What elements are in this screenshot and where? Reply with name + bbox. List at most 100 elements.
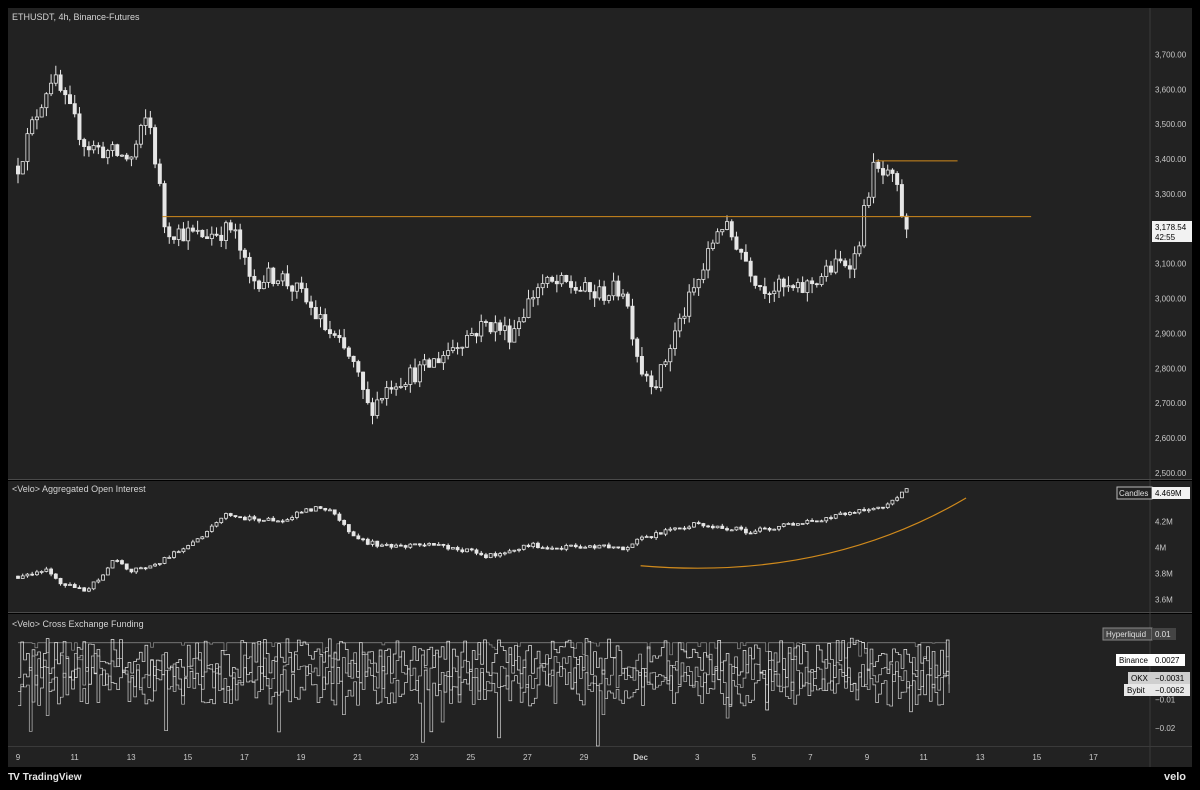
candle-body	[389, 387, 394, 390]
funding-pane-bg[interactable]	[8, 614, 1192, 747]
candle-body	[167, 557, 172, 559]
candle-body	[554, 280, 559, 285]
price-pane-title[interactable]: ETHUSDT, 4h, Binance-Futures	[12, 12, 140, 22]
candle-body	[25, 573, 30, 577]
candle-body	[729, 221, 734, 238]
candle-body	[899, 491, 904, 499]
time-axis-bg[interactable]	[8, 747, 1192, 767]
time-tick-label: 19	[297, 753, 306, 762]
candle-body	[186, 227, 191, 242]
candle-body	[441, 355, 446, 364]
axis-tick-label: 2,900.00	[1155, 329, 1187, 338]
price-pane-bg[interactable]	[8, 8, 1192, 479]
candle-body	[843, 512, 848, 515]
oi-pane-title[interactable]: <Velo> Aggregated Open Interest	[12, 484, 146, 494]
candle-body	[413, 543, 417, 546]
candle-body	[592, 291, 597, 299]
candle-body	[422, 544, 427, 547]
candle-body	[403, 545, 408, 548]
oi-trend-curve[interactable]	[640, 497, 967, 569]
candle-body	[762, 527, 767, 530]
candle-body	[58, 577, 63, 585]
candle-body	[748, 260, 753, 277]
candle-body	[86, 146, 91, 151]
candle-body	[753, 275, 758, 286]
candle-body	[744, 528, 748, 534]
candle-body	[564, 545, 569, 550]
candle-body	[82, 587, 87, 592]
candle-body	[82, 139, 87, 147]
candle-body	[30, 119, 35, 135]
candle-body	[417, 364, 422, 383]
candle-body	[843, 260, 848, 267]
candle-body	[313, 506, 318, 512]
oi-series-badge: Candles	[1116, 486, 1153, 500]
candle-body	[365, 538, 370, 545]
candle-body	[621, 546, 625, 551]
candle-body	[228, 513, 233, 516]
candle-body	[323, 314, 328, 331]
candle-body	[101, 146, 106, 159]
candle-body	[110, 144, 115, 151]
oi-series-name: Candles	[1119, 489, 1148, 498]
candle-body	[223, 222, 228, 241]
candle-body	[171, 236, 176, 240]
time-tick-label: 11	[70, 753, 79, 762]
candle-body	[545, 547, 550, 550]
candle-body	[474, 549, 479, 554]
funding-pane-title[interactable]: <Velo> Cross Exchange Funding	[12, 619, 144, 629]
candle-body	[370, 540, 375, 545]
tradingview-logo[interactable]: TV TradingView	[8, 772, 82, 783]
candle-body	[715, 231, 720, 244]
candle-body	[862, 509, 866, 512]
candle-body	[417, 543, 422, 546]
candle-body	[536, 542, 540, 549]
candle-body	[540, 283, 545, 289]
candle-body	[384, 387, 389, 399]
candle-body	[758, 285, 763, 288]
candle-body	[573, 544, 578, 548]
candle-body	[885, 169, 890, 176]
candle-body	[469, 333, 474, 336]
candle-body	[105, 567, 110, 576]
candle-body	[53, 573, 58, 579]
candle-body	[257, 518, 261, 522]
axis-tick-label: −0.01	[1155, 696, 1176, 705]
oi-annotations[interactable]	[640, 497, 967, 569]
candle-body	[725, 528, 729, 531]
candle-body	[833, 258, 838, 273]
candle-body	[327, 329, 332, 335]
candle-body	[224, 513, 228, 519]
candle-body	[805, 520, 810, 524]
time-axis-labels[interactable]: 9 11 13 15 17 19 21 23 25 27 29 Dec 3 5 7 9 11 13 15 17	[16, 753, 1099, 762]
candle-body	[507, 550, 512, 554]
candle-body	[630, 543, 635, 548]
candle-body	[162, 557, 167, 564]
candle-body	[531, 297, 536, 300]
candle-body	[673, 330, 678, 349]
candle-body	[706, 248, 711, 271]
candle-body	[247, 256, 252, 277]
candle-body	[129, 156, 134, 160]
time-tick-label: 7	[808, 753, 813, 762]
candle-body	[115, 144, 120, 156]
candle-body	[578, 546, 583, 549]
price-annotations[interactable]	[162, 160, 1032, 218]
candle-body	[285, 273, 290, 287]
candle-body	[294, 511, 299, 518]
candle-body	[304, 288, 309, 303]
axis-tick-label: 2,700.00	[1155, 399, 1187, 408]
candle-body	[35, 571, 39, 576]
candle-body	[342, 519, 347, 525]
candle-body	[101, 574, 105, 581]
funding-badge-bybit: Bybit −0.0062	[1124, 684, 1190, 696]
candle-body	[559, 547, 564, 550]
candle-body	[30, 573, 35, 576]
funding-axis-labels[interactable]: −0.02 −0.01	[1155, 696, 1176, 733]
candle-body	[460, 346, 465, 349]
candle-body	[361, 371, 366, 390]
candle-body	[493, 553, 498, 557]
candle-body	[725, 221, 730, 230]
